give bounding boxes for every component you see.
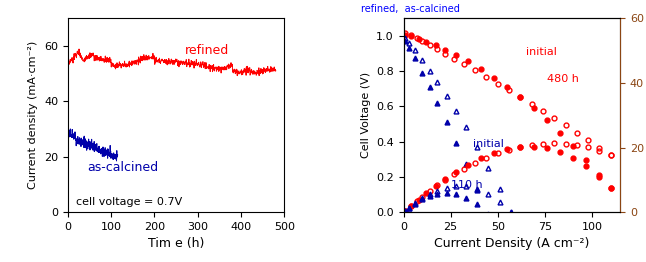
Y-axis label: Cell Voltage (V): Cell Voltage (V) bbox=[360, 72, 371, 158]
X-axis label: Current Density (A cm⁻²): Current Density (A cm⁻²) bbox=[434, 237, 590, 250]
X-axis label: Tim e (h): Tim e (h) bbox=[148, 237, 204, 250]
Text: as-calcined: as-calcined bbox=[87, 161, 158, 174]
Text: refined,  as-calcined: refined, as-calcined bbox=[360, 4, 460, 14]
Text: initial: initial bbox=[526, 47, 557, 57]
Text: refined: refined bbox=[185, 44, 229, 57]
Text: initial: initial bbox=[474, 139, 504, 149]
Y-axis label: Current density (mA·cm⁻²): Current density (mA·cm⁻²) bbox=[28, 41, 38, 189]
Text: 480 h: 480 h bbox=[547, 74, 579, 84]
Text: cell voltage = 0.7V: cell voltage = 0.7V bbox=[76, 197, 182, 207]
Text: 110 h: 110 h bbox=[451, 179, 483, 189]
